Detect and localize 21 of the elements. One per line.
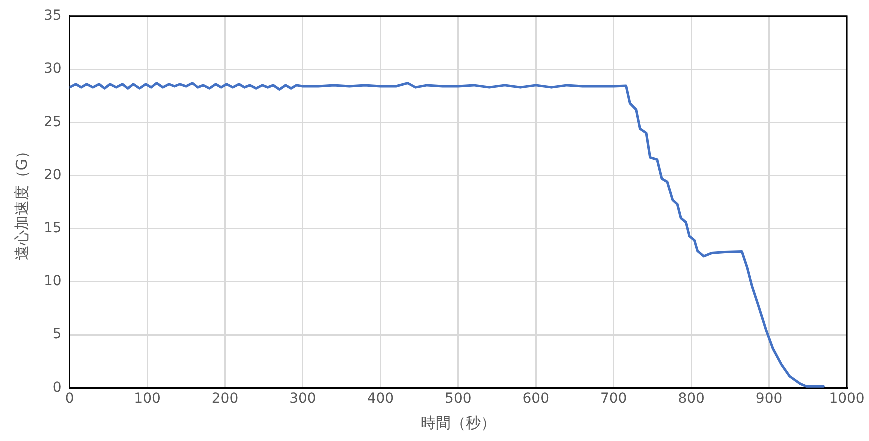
x-tick-label: 200 — [212, 391, 239, 408]
x-tick-label: 300 — [290, 391, 316, 408]
y-tick-label: 35 — [44, 8, 62, 24]
y-tick-label: 5 — [52, 326, 62, 343]
x-tick-label: 900 — [756, 391, 783, 408]
x-tick-label: 700 — [600, 391, 628, 408]
y-tick-label: 25 — [44, 114, 62, 130]
y-tick-label: 20 — [44, 167, 62, 184]
y-tick-label: 30 — [44, 61, 62, 78]
x-tick-label: 500 — [445, 391, 472, 408]
x-tick-label: 400 — [367, 391, 394, 408]
x-tick-label: 800 — [678, 391, 705, 408]
x-tick-label: 100 — [134, 391, 161, 408]
x-tick-label: 0 — [65, 391, 74, 408]
x-tick-label: 600 — [522, 391, 550, 408]
y-tick-label: 15 — [44, 220, 62, 236]
y-axis-title: 遠心加速度（G） — [12, 144, 31, 261]
x-axis-title: 時間（秒） — [420, 414, 496, 432]
x-tick-label: 1000 — [829, 391, 865, 408]
y-tick-label: 10 — [44, 274, 62, 290]
y-tick-label: 0 — [52, 380, 62, 396]
